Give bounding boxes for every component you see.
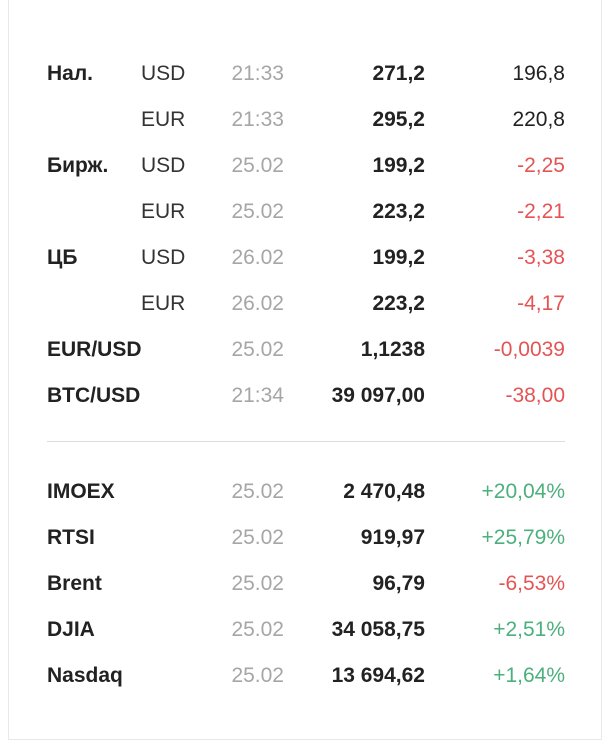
index-change: +20,04% <box>481 480 566 503</box>
rate-value: 39 097,00 <box>331 384 425 407</box>
update-time: 26.02 <box>231 246 284 269</box>
index-value: 2 470,48 <box>343 480 425 503</box>
index-change: -6,53% <box>498 572 565 595</box>
rate-value: 1,1238 <box>360 338 425 361</box>
rate-value: 223,2 <box>372 200 425 223</box>
rate-value: 223,2 <box>372 292 425 315</box>
rate-change: -2,25 <box>517 154 565 177</box>
rate-row-exchange-eur[interactable]: EUR 25.02 223,2 -2,21 <box>9 189 601 235</box>
update-time: 21:33 <box>231 108 284 131</box>
rate-change: 220,8 <box>512 108 565 131</box>
rate-value: 295,2 <box>372 108 425 131</box>
rate-value: 199,2 <box>372 154 425 177</box>
update-time: 25.02 <box>231 154 284 177</box>
rate-row-cb-eur[interactable]: EUR 26.02 223,2 -4,17 <box>9 281 601 327</box>
update-time: 25.02 <box>231 480 284 503</box>
rate-change: -0,0039 <box>493 338 565 361</box>
index-value: 919,97 <box>360 526 425 549</box>
index-change: +25,79% <box>481 526 566 549</box>
index-value: 96,79 <box>372 572 425 595</box>
index-row-rtsi[interactable]: RTSI 25.02 919,97 +25,79% <box>9 515 601 561</box>
currency-code: EUR <box>141 292 186 315</box>
currency-code: EUR <box>141 200 186 223</box>
rate-change: -2,21 <box>517 200 565 223</box>
rate-change: -4,17 <box>517 292 565 315</box>
index-name: Nasdaq <box>47 664 123 687</box>
row-label: Бирж. <box>47 154 109 177</box>
rate-value: 199,2 <box>372 246 425 269</box>
index-value: 13 694,62 <box>331 664 425 687</box>
rate-change: 196,8 <box>512 62 565 85</box>
row-label: Нал. <box>47 62 94 85</box>
rate-row-exchange-usd[interactable]: Бирж. USD 25.02 199,2 -2,25 <box>9 143 601 189</box>
currency-code: USD <box>141 246 186 269</box>
row-label: EUR/USD <box>47 338 142 361</box>
update-time: 25.02 <box>231 572 284 595</box>
rate-change: -3,38 <box>517 246 565 269</box>
index-name: Brent <box>47 572 102 595</box>
row-label: ЦБ <box>47 246 78 269</box>
update-time: 25.02 <box>231 200 284 223</box>
index-change: +2,51% <box>493 618 565 641</box>
currency-code: USD <box>141 62 186 85</box>
update-time: 25.02 <box>231 618 284 641</box>
update-time: 25.02 <box>231 526 284 549</box>
quotes-widget: Нал. USD 21:33 271,2 196,8 EUR 21:33 295… <box>8 0 602 740</box>
market-indices-table: IMOEX 25.02 2 470,48 +20,04% RTSI 25.02 … <box>9 469 601 699</box>
rate-row-btcusd[interactable]: BTC/USD 21:34 39 097,00 -38,00 <box>9 373 601 419</box>
index-name: DJIA <box>47 618 95 641</box>
index-row-brent[interactable]: Brent 25.02 96,79 -6,53% <box>9 561 601 607</box>
update-time: 26.02 <box>231 292 284 315</box>
currency-rates-table: Нал. USD 21:33 271,2 196,8 EUR 21:33 295… <box>9 51 601 419</box>
section-divider <box>47 441 565 442</box>
index-row-imoex[interactable]: IMOEX 25.02 2 470,48 +20,04% <box>9 469 601 515</box>
index-row-djia[interactable]: DJIA 25.02 34 058,75 +2,51% <box>9 607 601 653</box>
index-row-nasdaq[interactable]: Nasdaq 25.02 13 694,62 +1,64% <box>9 653 601 699</box>
row-label: BTC/USD <box>47 384 141 407</box>
update-time: 21:34 <box>231 384 284 407</box>
index-name: IMOEX <box>47 480 115 503</box>
rate-row-cb-usd[interactable]: ЦБ USD 26.02 199,2 -3,38 <box>9 235 601 281</box>
index-value: 34 058,75 <box>331 618 425 641</box>
index-change: +1,64% <box>493 664 565 687</box>
update-time: 25.02 <box>231 664 284 687</box>
currency-code: USD <box>141 154 186 177</box>
rate-change: -38,00 <box>505 384 565 407</box>
index-name: RTSI <box>47 526 95 549</box>
update-time: 25.02 <box>231 338 284 361</box>
currency-code: EUR <box>141 108 186 131</box>
rate-row-cash-eur[interactable]: EUR 21:33 295,2 220,8 <box>9 97 601 143</box>
update-time: 21:33 <box>231 62 284 85</box>
rate-row-cash-usd[interactable]: Нал. USD 21:33 271,2 196,8 <box>9 51 601 97</box>
rate-value: 271,2 <box>372 62 425 85</box>
rate-row-eurusd[interactable]: EUR/USD 25.02 1,1238 -0,0039 <box>9 327 601 373</box>
